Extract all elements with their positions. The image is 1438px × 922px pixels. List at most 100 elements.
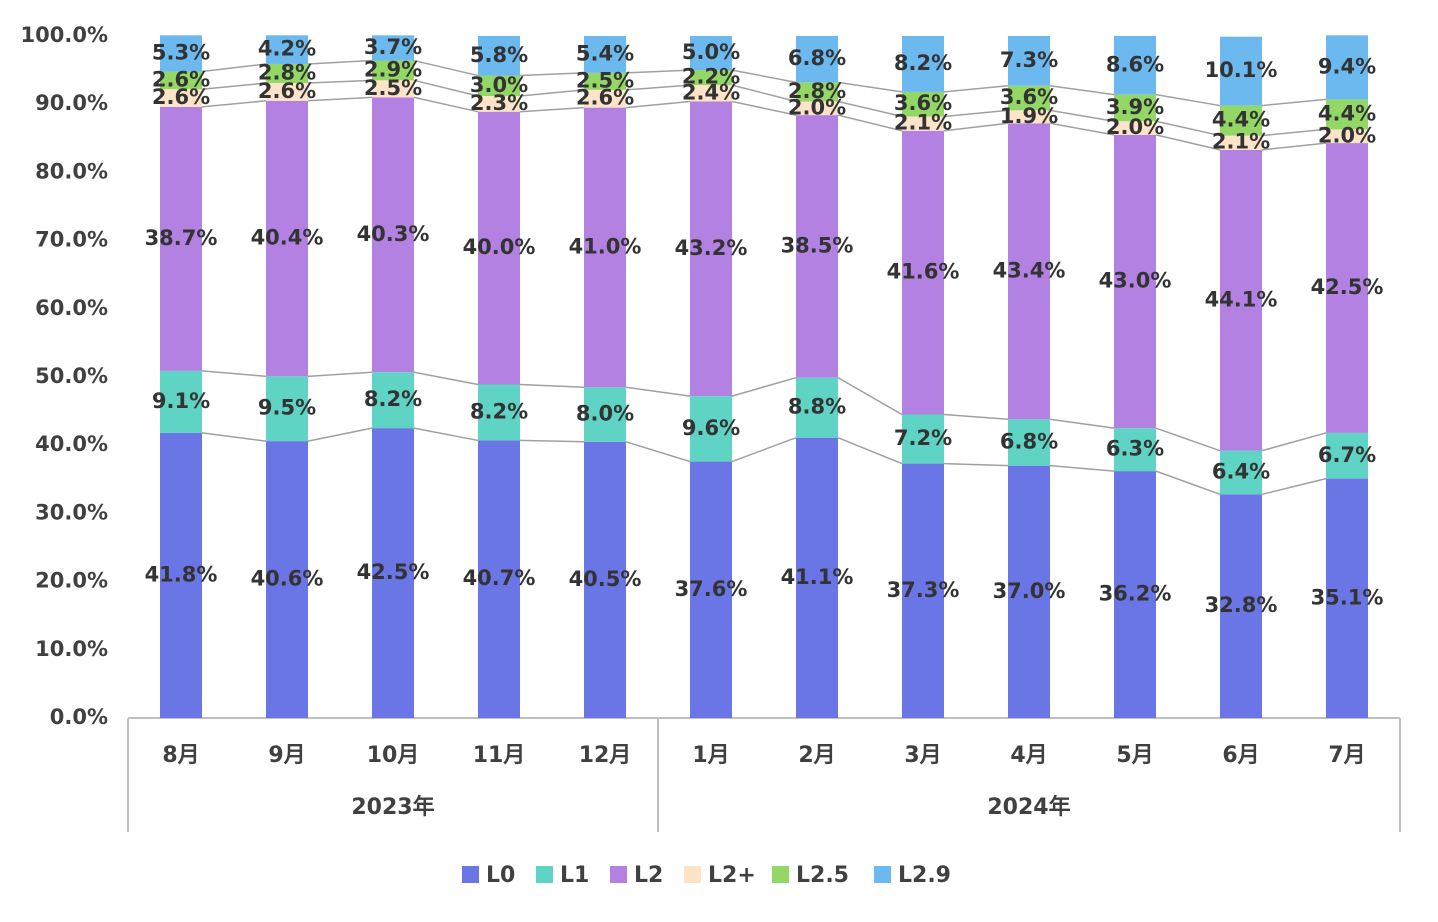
x-tick-label: 3月 [904, 743, 941, 768]
legend-swatch [462, 866, 479, 883]
data-label: 41.1% [781, 565, 854, 589]
bar-segment [690, 101, 732, 397]
bar-segment [478, 111, 520, 385]
y-tick-label: 60.0% [35, 296, 108, 320]
series-line [1261, 98, 1327, 107]
series-line [731, 84, 797, 103]
bar-segment [796, 82, 838, 102]
data-label: 8.2% [470, 399, 528, 423]
bar-segment [1326, 35, 1368, 100]
bar-segment [1114, 94, 1156, 122]
data-label: 8.0% [576, 402, 634, 426]
series-line [413, 427, 479, 442]
series-line [307, 59, 373, 65]
x-tick-label: 5月 [1116, 743, 1153, 768]
data-label: 40.3% [357, 222, 430, 246]
data-label: 42.5% [1311, 275, 1384, 299]
bar-segment [160, 89, 202, 107]
series-line [413, 371, 479, 386]
data-label: 2.5% [364, 76, 422, 100]
legend-label: L2.9 [898, 863, 951, 888]
series-line [201, 100, 267, 108]
bar-segment [690, 461, 732, 718]
series-line [731, 69, 797, 84]
data-label: 2.1% [894, 111, 952, 135]
bar-segment [1008, 36, 1050, 86]
x-tick-label: 10月 [367, 743, 420, 768]
data-label: 5.8% [470, 43, 528, 67]
series-line [731, 100, 797, 116]
data-label: 3.6% [894, 91, 952, 115]
bar-segment [902, 36, 944, 92]
legend-swatch [684, 866, 701, 883]
legend-swatch [610, 866, 627, 883]
data-label: 2.1% [1212, 130, 1270, 154]
bar-segment [1220, 494, 1262, 718]
bar-segment [796, 101, 838, 116]
x-tick-label: 9月 [268, 743, 305, 768]
data-label: 43.4% [993, 258, 1066, 282]
data-label: 40.5% [569, 567, 642, 591]
data-label: 2.9% [364, 57, 422, 81]
data-label: 2.6% [576, 86, 634, 110]
y-tick-label: 10.0% [35, 637, 108, 661]
data-label: 8.6% [1106, 52, 1164, 76]
data-label: 37.0% [993, 579, 1066, 603]
bar-segment [160, 432, 202, 718]
series-line [731, 376, 797, 397]
y-tick-label: 90.0% [35, 91, 108, 115]
data-label: 41.0% [569, 234, 642, 258]
x-tick-label: 1月 [692, 743, 729, 768]
data-label: 6.4% [1212, 459, 1270, 483]
legend-swatch [874, 866, 891, 883]
series-line [943, 462, 1009, 467]
data-label: 2.8% [258, 61, 316, 85]
series-line [625, 69, 691, 74]
series-line [1261, 128, 1327, 137]
data-label: 6.8% [1000, 429, 1058, 453]
y-tick-label: 0.0% [50, 705, 108, 729]
data-label: 7.3% [1000, 48, 1058, 72]
y-tick-label: 70.0% [35, 228, 108, 252]
series-line [625, 386, 691, 397]
bar-segment [902, 414, 944, 464]
data-label: 40.4% [251, 226, 324, 250]
data-label: 42.5% [357, 560, 430, 584]
series-line [625, 100, 691, 109]
bar-segment [584, 89, 626, 108]
series-line [943, 413, 1009, 421]
bar-segment [160, 71, 202, 90]
series-line [837, 377, 903, 416]
y-tick-label: 20.0% [35, 569, 108, 593]
data-label: 3.0% [470, 73, 528, 97]
y-tick-label: 40.0% [35, 432, 108, 456]
series-line [625, 441, 691, 463]
bar-segment [796, 437, 838, 718]
bar-segment [160, 35, 202, 72]
bar-segment [372, 60, 414, 81]
data-label: 2.2% [682, 65, 740, 89]
bar-segment [160, 370, 202, 433]
data-label: 9.4% [1318, 54, 1376, 78]
series-line [201, 432, 267, 442]
series-line [1261, 142, 1327, 151]
series-line [1261, 477, 1327, 496]
series-line [1049, 85, 1115, 96]
bar-segment [1008, 419, 1050, 466]
data-label: 32.8% [1205, 593, 1278, 617]
series-line [1049, 464, 1115, 472]
series-line [307, 79, 373, 84]
data-label: 9.6% [682, 416, 740, 440]
series-line [307, 96, 373, 102]
data-label: 35.1% [1311, 585, 1384, 609]
data-label: 8.2% [364, 387, 422, 411]
group-label: 2024年 [987, 794, 1070, 820]
bar-segment [1114, 121, 1156, 135]
x-tick-label: 6月 [1222, 743, 1259, 768]
bar-segment [478, 96, 520, 112]
x-tick-label: 8月 [162, 743, 199, 768]
series-line [201, 370, 267, 378]
data-label: 9.1% [152, 389, 210, 413]
data-label: 2.3% [470, 91, 528, 115]
series-line [943, 85, 1009, 93]
